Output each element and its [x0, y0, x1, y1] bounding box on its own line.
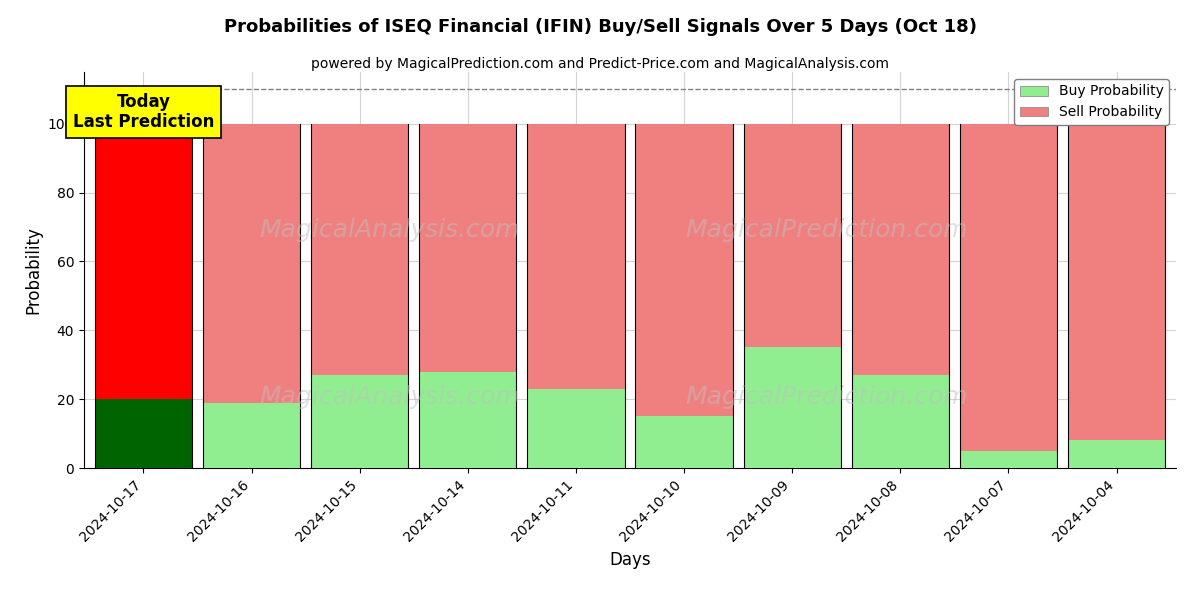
Y-axis label: Probability: Probability	[24, 226, 42, 314]
Bar	[1068, 124, 1165, 440]
X-axis label: Days: Days	[610, 551, 650, 569]
Bar	[1068, 440, 1165, 468]
Bar	[203, 124, 300, 403]
Bar	[636, 416, 733, 468]
Bar	[203, 403, 300, 468]
Bar	[744, 347, 841, 468]
Text: MagicalAnalysis.com: MagicalAnalysis.com	[259, 385, 520, 409]
Bar	[852, 375, 949, 468]
Legend: Buy Probability, Sell Probability: Buy Probability, Sell Probability	[1014, 79, 1169, 125]
Bar	[95, 399, 192, 468]
Text: MagicalAnalysis.com: MagicalAnalysis.com	[259, 218, 520, 242]
Bar	[960, 124, 1057, 451]
Bar	[311, 124, 408, 375]
Bar	[960, 451, 1057, 468]
Bar	[527, 389, 624, 468]
Bar	[852, 124, 949, 375]
Bar	[95, 124, 192, 399]
Text: Probabilities of ISEQ Financial (IFIN) Buy/Sell Signals Over 5 Days (Oct 18): Probabilities of ISEQ Financial (IFIN) B…	[223, 18, 977, 36]
Text: MagicalPrediction.com: MagicalPrediction.com	[685, 385, 968, 409]
Bar	[419, 124, 516, 371]
Text: Today
Last Prediction: Today Last Prediction	[73, 92, 214, 131]
Bar	[419, 371, 516, 468]
Bar	[636, 124, 733, 416]
Bar	[744, 124, 841, 347]
Text: MagicalPrediction.com: MagicalPrediction.com	[685, 218, 968, 242]
Bar	[311, 375, 408, 468]
Bar	[527, 124, 624, 389]
Text: powered by MagicalPrediction.com and Predict-Price.com and MagicalAnalysis.com: powered by MagicalPrediction.com and Pre…	[311, 57, 889, 71]
